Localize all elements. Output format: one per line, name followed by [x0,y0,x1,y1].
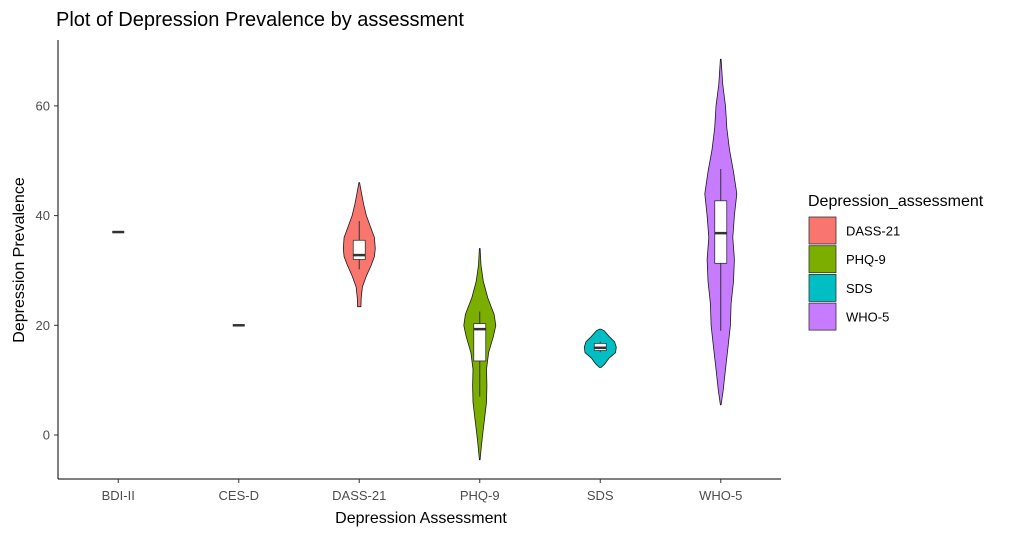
x-tick-label: SDS [587,488,614,503]
legend-key-sds [808,273,837,302]
x-axis-title: Depression Assessment [335,510,507,527]
legend-title: Depression_assessment [808,193,984,210]
y-tick-label: 60 [36,98,50,113]
legend-label-dass-21: DASS-21 [846,224,900,239]
legend-label-sds: SDS [846,281,873,296]
y-tick-label: 0 [43,428,50,443]
y-tick-label: 20 [36,318,50,333]
legend-key-who-5 [808,302,837,331]
x-tick-label: BDI-II [102,488,135,503]
legend-key-phq-9 [808,245,837,274]
axes: 0 20 40 60 BDI-II CES-D DASS-21 PHQ-9 SDS WHO-5 [36,40,781,503]
legend: Depression_assessment DASS-21 PHQ-9 SDS WHO… [808,193,984,331]
x-tick-label: WHO-5 [699,488,742,503]
x-tick-label: CES-D [219,488,259,503]
box-phq-9 [473,323,487,362]
legend-label-phq-9: PHQ-9 [846,252,886,267]
legend-key-dass-21 [808,216,837,245]
chart-title: Plot of Depression Prevalence by assessm… [56,9,464,31]
x-tick-label: PHQ-9 [460,488,500,503]
y-axis-title: Depression Prevalence [11,177,28,343]
x-tick-label: DASS-21 [332,488,386,503]
legend-label-who-5: WHO-5 [846,310,889,325]
box-dass-21 [352,239,366,260]
y-tick-label: 40 [36,208,50,223]
plot-panel [112,58,738,461]
